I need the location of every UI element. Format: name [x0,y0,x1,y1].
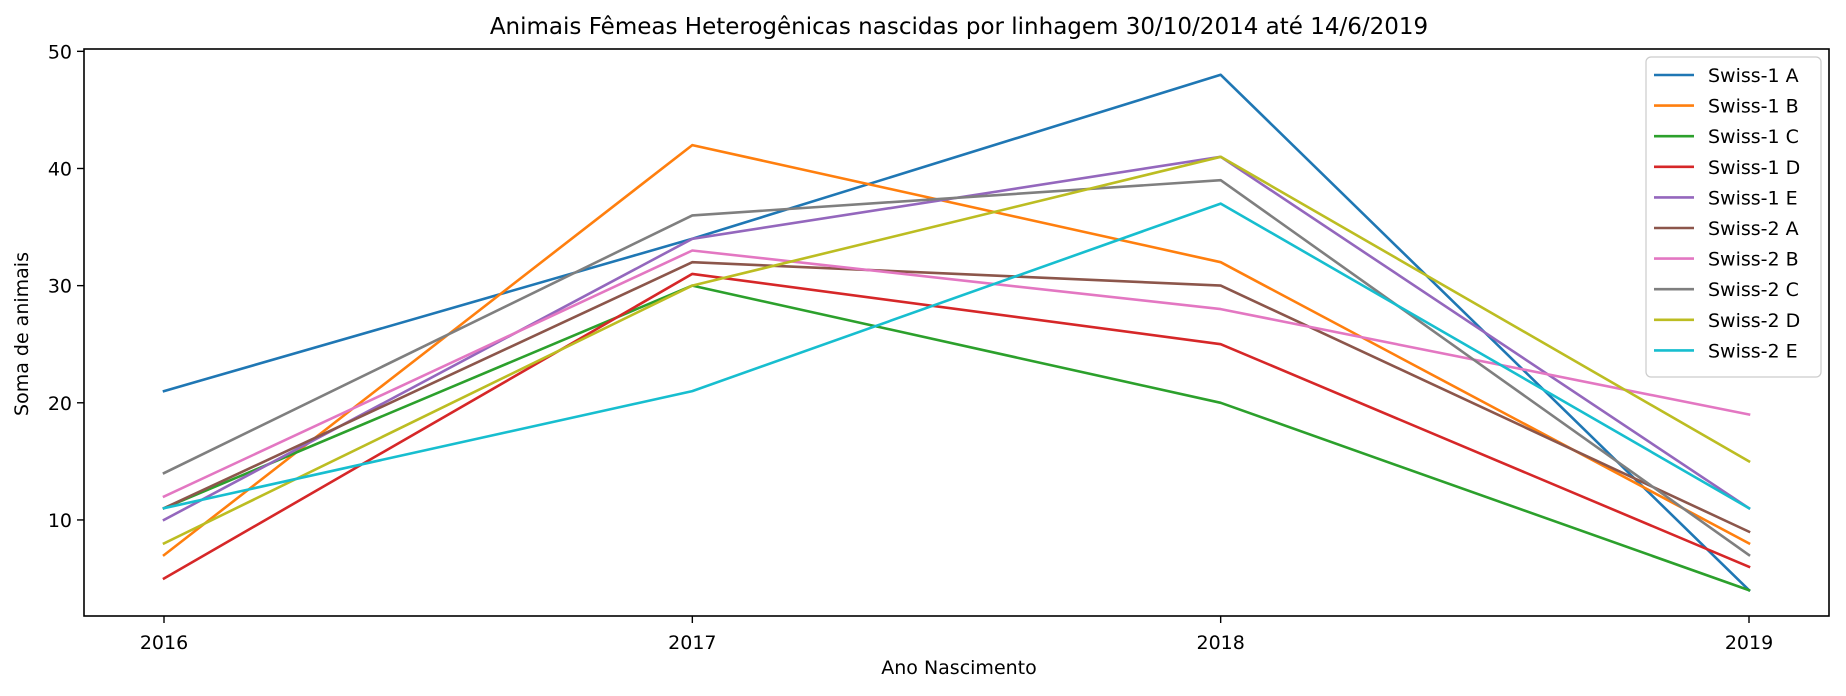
plot-frame [83,48,1830,617]
series-line-swiss-2-e [162,202,1751,510]
series-line-swiss-2-d [162,155,1751,546]
series-line-swiss-1-d [162,272,1751,581]
x-tick-label: 2016 [140,632,188,654]
y-tick-label: 10 [48,510,72,532]
legend-label: Swiss-2 D [1708,310,1800,332]
x-axis-label: Ano Nascimento [881,657,1037,679]
legend-label: Swiss-1 B [1708,96,1799,118]
series-line-swiss-2-b [162,249,1751,499]
legend-label: Swiss-1 D [1708,157,1800,179]
legend-label: Swiss-2 B [1708,249,1799,271]
y-tick-label: 30 [48,276,72,298]
legend-label: Swiss-2 E [1708,340,1798,362]
x-tick-label: 2017 [668,632,716,654]
y-tick-label: 20 [48,393,72,415]
y-axis-label: Soma de animais [11,252,33,416]
x-tick-label: 2018 [1196,632,1244,654]
series-layer [162,73,1751,593]
legend: Swiss-1 A Swiss-1 B Swiss-1 C Swiss-1 D Swis… [1645,56,1822,378]
series-line-swiss-1-c [162,284,1751,592]
legend-label: Swiss-2 C [1708,279,1799,301]
legend-label: Swiss-2 A [1708,218,1799,240]
series-line-swiss-2-a [162,260,1751,534]
legend-label: Swiss-1 C [1708,126,1799,148]
y-tick-label: 50 [48,41,72,63]
axes-layer: 2016 2017 2018 2019 10 20 30 40 50 [48,41,1830,654]
legend-label: Swiss-1 E [1708,187,1798,209]
y-tick-label: 40 [48,158,72,180]
legend-label: Swiss-1 A [1708,65,1799,87]
series-line-swiss-1-b [162,143,1751,557]
chart-title: Animais Fêmeas Heterogênicas nascidas po… [490,14,1428,40]
x-tick-label: 2019 [1725,632,1773,654]
series-line-swiss-2-c [162,178,1751,557]
